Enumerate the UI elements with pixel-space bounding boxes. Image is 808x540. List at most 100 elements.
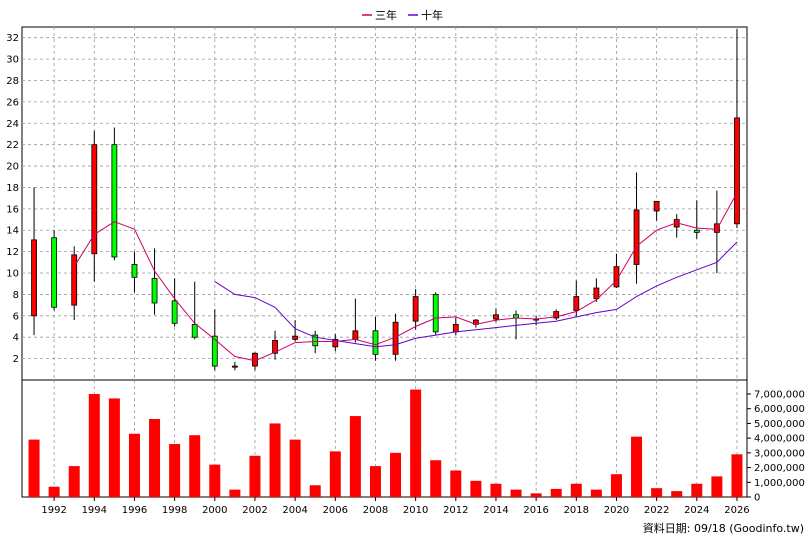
candle-body [593,287,600,300]
price-y-tick-label: 10 [6,269,19,280]
x-tick-label: 2014 [483,505,508,516]
price-y-tick-label: 12 [6,247,19,258]
volume-bar [149,419,161,497]
volume-bar [530,493,542,497]
x-tick-label: 2024 [684,505,709,516]
volume-y-axis: 0 1,000,000 2,000,000 3,000,000 4,000,000 5,0… [747,390,805,504]
candle-body [131,264,138,278]
price-y-tick-label: 16 [6,204,19,215]
ma-line [214,241,738,348]
candle-body [633,209,640,265]
volume-bar [651,488,663,497]
candle-body [513,314,519,319]
volume-y-tick-label: 7,000,000 [754,390,805,401]
volume-bar [610,474,622,497]
x-tick-label: 1994 [82,505,107,516]
candle-body [211,335,218,367]
candle-body [734,117,740,225]
price-y-tick-label: 20 [6,162,19,173]
candle-body [412,296,419,322]
price-plot-area [21,26,748,381]
volume-bar [169,444,181,497]
x-tick-label: 2022 [644,505,669,516]
volume-bar [189,435,201,497]
volume-bar [369,466,381,497]
x-tick-label: 2016 [523,505,548,516]
volume-bar [249,455,261,497]
ma-line [73,192,738,362]
volume-bar [209,464,221,497]
volume-y-tick-label: 0 [754,493,760,504]
candle-body [191,323,198,338]
volume-bar [671,491,683,497]
price-y-tick-label: 28 [6,76,19,87]
x-tick-label: 2018 [564,505,589,516]
volume-bar [88,394,100,497]
x-tick-label: 1992 [41,505,66,516]
volume-y-tick-label: 5,000,000 [754,419,805,430]
candles [31,29,740,371]
candle-body [693,229,700,233]
price-y-tick-label: 22 [6,140,19,151]
volume-bar [631,436,643,497]
volume-y-tick-label: 2,000,000 [754,463,805,474]
volume-bar [269,423,281,497]
candle-body [51,237,58,308]
volume-bar [691,483,703,497]
x-axis: 1992 1994 1996 1998 2000 2002 2004 2006 2008 2010… [41,497,750,516]
x-tick-label: 1998 [162,505,187,516]
candle-body [151,277,158,304]
volume-bar [450,470,462,497]
price-y-tick-label: 26 [6,97,19,108]
volume-bar [128,433,140,497]
price-y-tick-label: 14 [6,226,19,237]
x-tick-label: 1996 [122,505,147,516]
volume-bar [711,476,723,497]
candle-body [372,330,379,355]
candle-body [111,144,118,258]
price-y-tick-label: 24 [6,119,19,130]
candle-body [452,323,459,333]
volume-bar [470,480,482,497]
x-tick-label: 2004 [282,505,307,516]
candle-body [292,335,299,340]
volume-y-tick-label: 4,000,000 [754,434,805,445]
volume-bar [390,452,402,497]
candle-body [493,314,499,320]
candle-body [231,365,238,368]
candle-body [713,223,720,233]
x-tick-label: 2012 [443,505,468,516]
data-date-footer: 資料日期: 09/18 (Goodinfo.tw) [643,521,804,535]
candle-body [171,300,178,324]
volume-bar [48,486,60,497]
volume-bar [590,489,602,497]
price-y-tick-label: 2 [13,354,19,365]
candle-body [91,144,98,255]
price-y-tick-label: 18 [6,183,19,194]
x-tick-label: 2010 [403,505,428,516]
price-y-tick-label: 4 [13,333,19,344]
candle-body [553,311,560,319]
x-tick-label: 2008 [363,505,388,516]
candle-body [653,200,660,212]
legend-label-10y: 十年 [421,8,443,22]
volume-y-tick-label: 1,000,000 [754,478,805,489]
price-y-tick-label: 32 [6,33,19,44]
volume-bar [570,483,582,497]
volume-bar [550,488,562,497]
x-tick-label: 2020 [604,505,629,516]
x-tick-label: 2026 [724,505,749,516]
x-tick-label: 2000 [202,505,227,516]
volume-bar [309,485,321,497]
volume-bar [229,489,241,497]
price-y-tick-label: 6 [13,311,19,322]
volume-plot-area [21,379,748,498]
legend: 三年 十年 [362,8,443,22]
volume-bar [289,439,301,497]
volume-bar [410,389,422,497]
volume-bar [490,483,502,497]
volume-bar [329,451,341,497]
volume-bars [28,389,743,497]
